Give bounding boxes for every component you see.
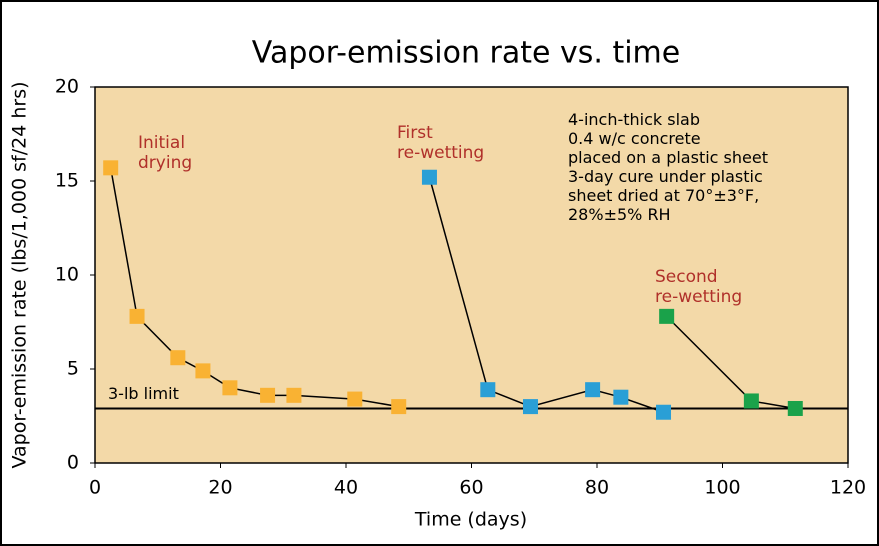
x-tick-label: 40 [334,477,358,499]
x-tick-label: 20 [208,477,232,499]
note-line: placed on a plastic sheet [568,148,768,167]
x-tick-label: 60 [459,477,483,499]
marker [421,169,437,185]
marker [659,308,675,324]
note-line: 4-inch-thick slab [568,110,700,129]
x-tick-label: 100 [704,477,740,499]
note-line: sheet dried at 70°±3°F, [568,186,759,205]
marker [480,382,496,398]
note-line: 28%±5% RH [568,205,671,224]
marker [743,393,759,409]
series-label-line: re-wetting [397,143,484,163]
x-tick-label: 120 [830,477,866,499]
marker [613,389,629,405]
marker [787,400,803,416]
marker [195,363,211,379]
series-label: Initial drying [138,133,192,173]
series-label: Second re-wetting [655,267,742,307]
marker [260,387,276,403]
note: 4-inch-thick slab 0.4 w/c concrete placed … [568,110,768,224]
series-label-line: First [397,123,433,143]
series-label-line: Second [655,267,718,287]
y-tick-label: 0 [67,452,79,474]
marker [286,387,302,403]
x-tick-label: 0 [89,477,101,499]
marker [170,350,186,366]
y-tick-label: 15 [55,170,79,192]
y-tick-label: 5 [67,358,79,380]
marker [585,382,601,398]
y-tick-label: 20 [55,76,79,98]
plot-area [94,86,849,464]
x-axis-label: Time (days) [414,509,527,531]
note-line: 3-day cure under plastic [568,167,763,186]
marker [222,380,238,396]
series-label-line: re-wetting [655,287,742,307]
marker [103,160,119,176]
y-tick-label: 10 [55,264,79,286]
note-line: 0.4 w/c concrete [568,129,701,148]
marker [656,404,672,420]
marker [129,308,145,324]
marker [347,391,363,407]
x-tick-label: 80 [585,477,609,499]
series-label-line: drying [138,153,192,173]
series-label: First re-wetting [397,123,484,163]
y-axis-label: Vapor-emission rate (lbs/1,000 sf/24 hrs… [9,81,31,468]
limit-label: 3-lb limit [108,384,179,403]
marker [391,399,407,415]
series-label-line: Initial [138,133,185,153]
chart-title: Vapor-emission rate vs. time [252,36,680,71]
marker [522,399,538,415]
